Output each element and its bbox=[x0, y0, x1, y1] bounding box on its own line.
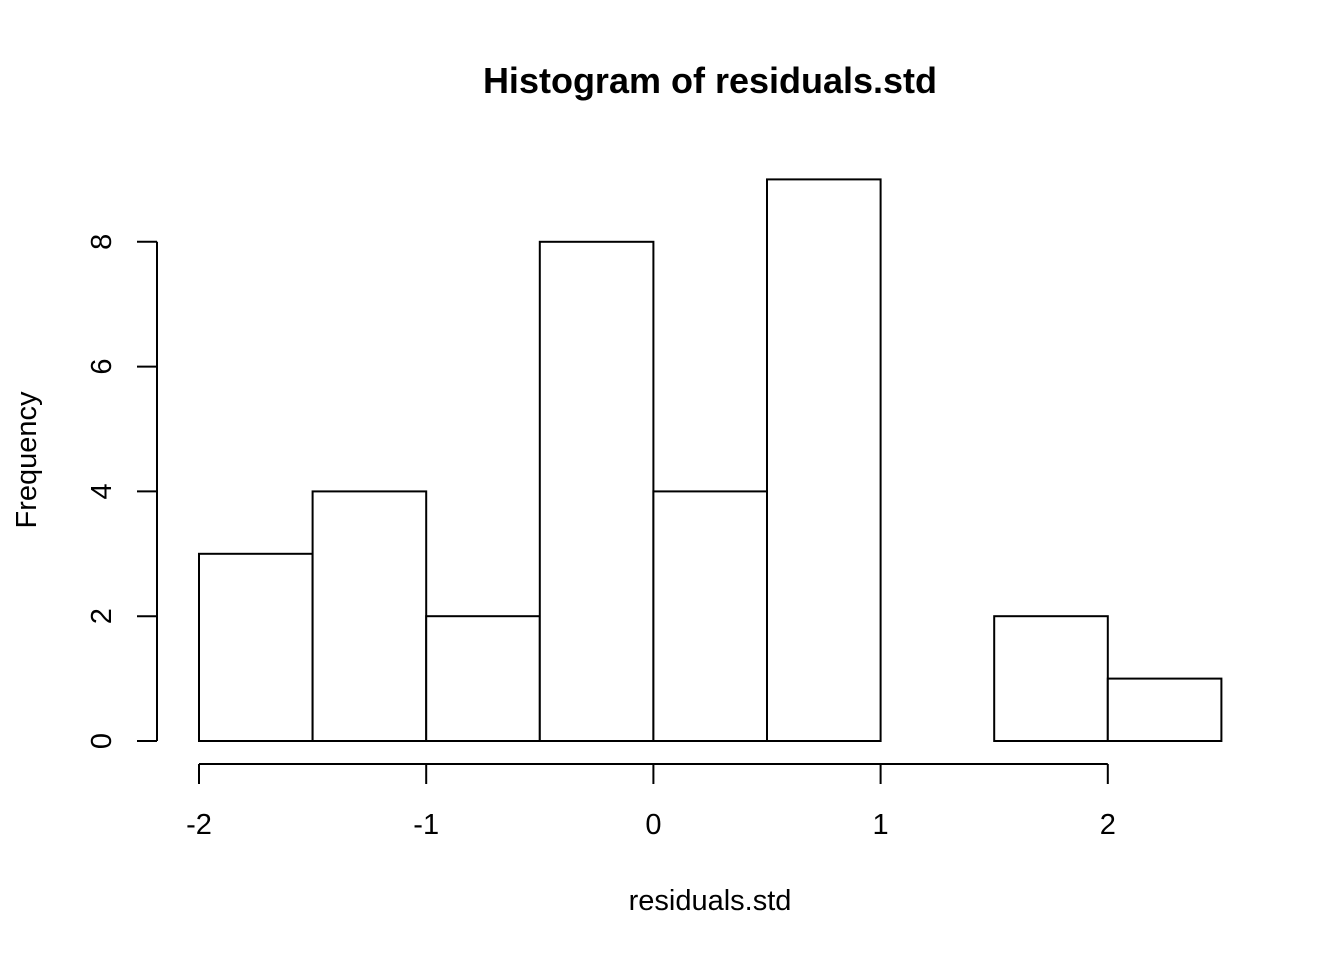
y-tick-label-4: 8 bbox=[86, 234, 118, 250]
chart-title: Histogram of residuals.std bbox=[483, 60, 937, 101]
histogram-bar-4 bbox=[652, 490, 769, 742]
histogram-bar-3 bbox=[538, 240, 655, 743]
x-tick-label-2: 0 bbox=[645, 809, 661, 841]
bars-group bbox=[198, 178, 1223, 743]
x-tick-label-3: 1 bbox=[873, 809, 889, 841]
histogram-bar-2 bbox=[425, 615, 541, 743]
x-axis: -2 -1 0 1 2 bbox=[186, 763, 1116, 841]
histogram-bar-1 bbox=[311, 490, 428, 742]
y-tick-label-3: 6 bbox=[86, 359, 118, 375]
histogram-bar-5 bbox=[766, 178, 882, 742]
histogram-bar-7 bbox=[993, 615, 1109, 743]
x-tick-label-0: -2 bbox=[186, 809, 212, 841]
x-tick-label-4: 2 bbox=[1100, 809, 1116, 841]
y-axis: 0 2 4 6 8 bbox=[86, 234, 158, 749]
x-tick-label-1: -1 bbox=[413, 809, 439, 841]
y-tick-label-2: 4 bbox=[86, 483, 118, 499]
y-tick-label-0: 0 bbox=[86, 733, 118, 749]
histogram-bar-8 bbox=[1106, 677, 1223, 742]
histogram-bar-0 bbox=[198, 552, 314, 742]
y-axis-label: Frequency bbox=[11, 391, 43, 529]
x-axis-label: residuals.std bbox=[629, 885, 792, 917]
y-tick-label-1: 2 bbox=[86, 608, 118, 624]
